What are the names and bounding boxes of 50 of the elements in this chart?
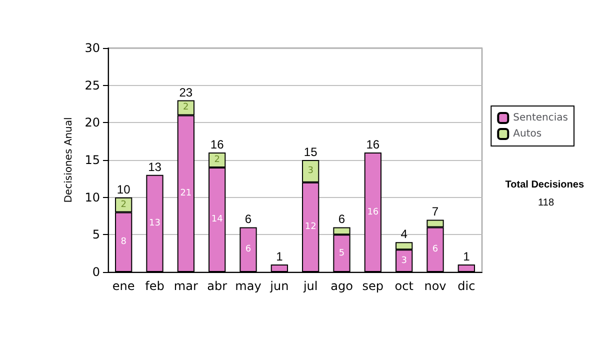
x-tick-label: ene	[112, 279, 135, 293]
total-label: 1	[463, 250, 470, 264]
data-label: 8	[120, 237, 127, 248]
total-label: 13	[148, 160, 162, 174]
total-label: 4	[400, 227, 408, 242]
text: Total Decisiones	[505, 180, 584, 190]
y-tick-label: 30	[84, 41, 100, 55]
legend-label: Autos	[513, 128, 542, 140]
x-tick-label: may	[235, 279, 262, 293]
data-label: 5	[338, 248, 345, 258]
total-label: 1	[276, 250, 284, 264]
x-tick-label: jun	[269, 279, 289, 293]
data-label: 13	[149, 218, 160, 228]
x-tick-label: jul	[302, 279, 318, 293]
total-label: 10	[116, 182, 131, 196]
data-label: 3	[308, 166, 314, 176]
total-label: 6	[244, 212, 252, 226]
y-axis-title: Decisiones Anual	[63, 117, 74, 203]
data-label: 6	[245, 244, 252, 255]
legend-label: Sentencias	[513, 112, 568, 124]
x-tick-label: abr	[207, 279, 228, 293]
x-tick-label: sep	[362, 279, 384, 293]
data-label: 2	[120, 200, 126, 210]
x-tick-label: oct	[394, 279, 414, 293]
x-tick-label: mar	[174, 279, 198, 293]
y-tick-label: 0	[92, 265, 100, 279]
data-label: 6	[432, 244, 438, 255]
x-tick-label: dic	[458, 279, 476, 293]
y-tick-label: 10	[84, 190, 100, 204]
x-tick-label: ago	[330, 279, 353, 293]
y-tick-label: 20	[84, 116, 100, 130]
data-label: 2	[183, 102, 189, 113]
data-label: 12	[304, 222, 316, 232]
total-label: 16	[210, 138, 224, 152]
data-label: 14	[211, 214, 224, 225]
total-label: 15	[304, 145, 318, 159]
x-tick-label: feb	[145, 279, 164, 293]
data-label: 16	[367, 207, 379, 218]
y-tick-label: 15	[84, 153, 100, 167]
y-tick-label: 25	[84, 78, 100, 92]
text: 118	[538, 198, 554, 208]
y-tick-label: 5	[92, 228, 100, 242]
x-tick-label: nov	[424, 279, 446, 293]
data-label: 2	[214, 155, 220, 165]
total-label: 6	[338, 212, 346, 226]
total-label: 16	[366, 138, 380, 152]
total-label: 23	[179, 85, 193, 100]
data-label: 21	[180, 188, 192, 199]
data-label: 3	[401, 256, 407, 266]
total-label: 7	[432, 204, 439, 219]
